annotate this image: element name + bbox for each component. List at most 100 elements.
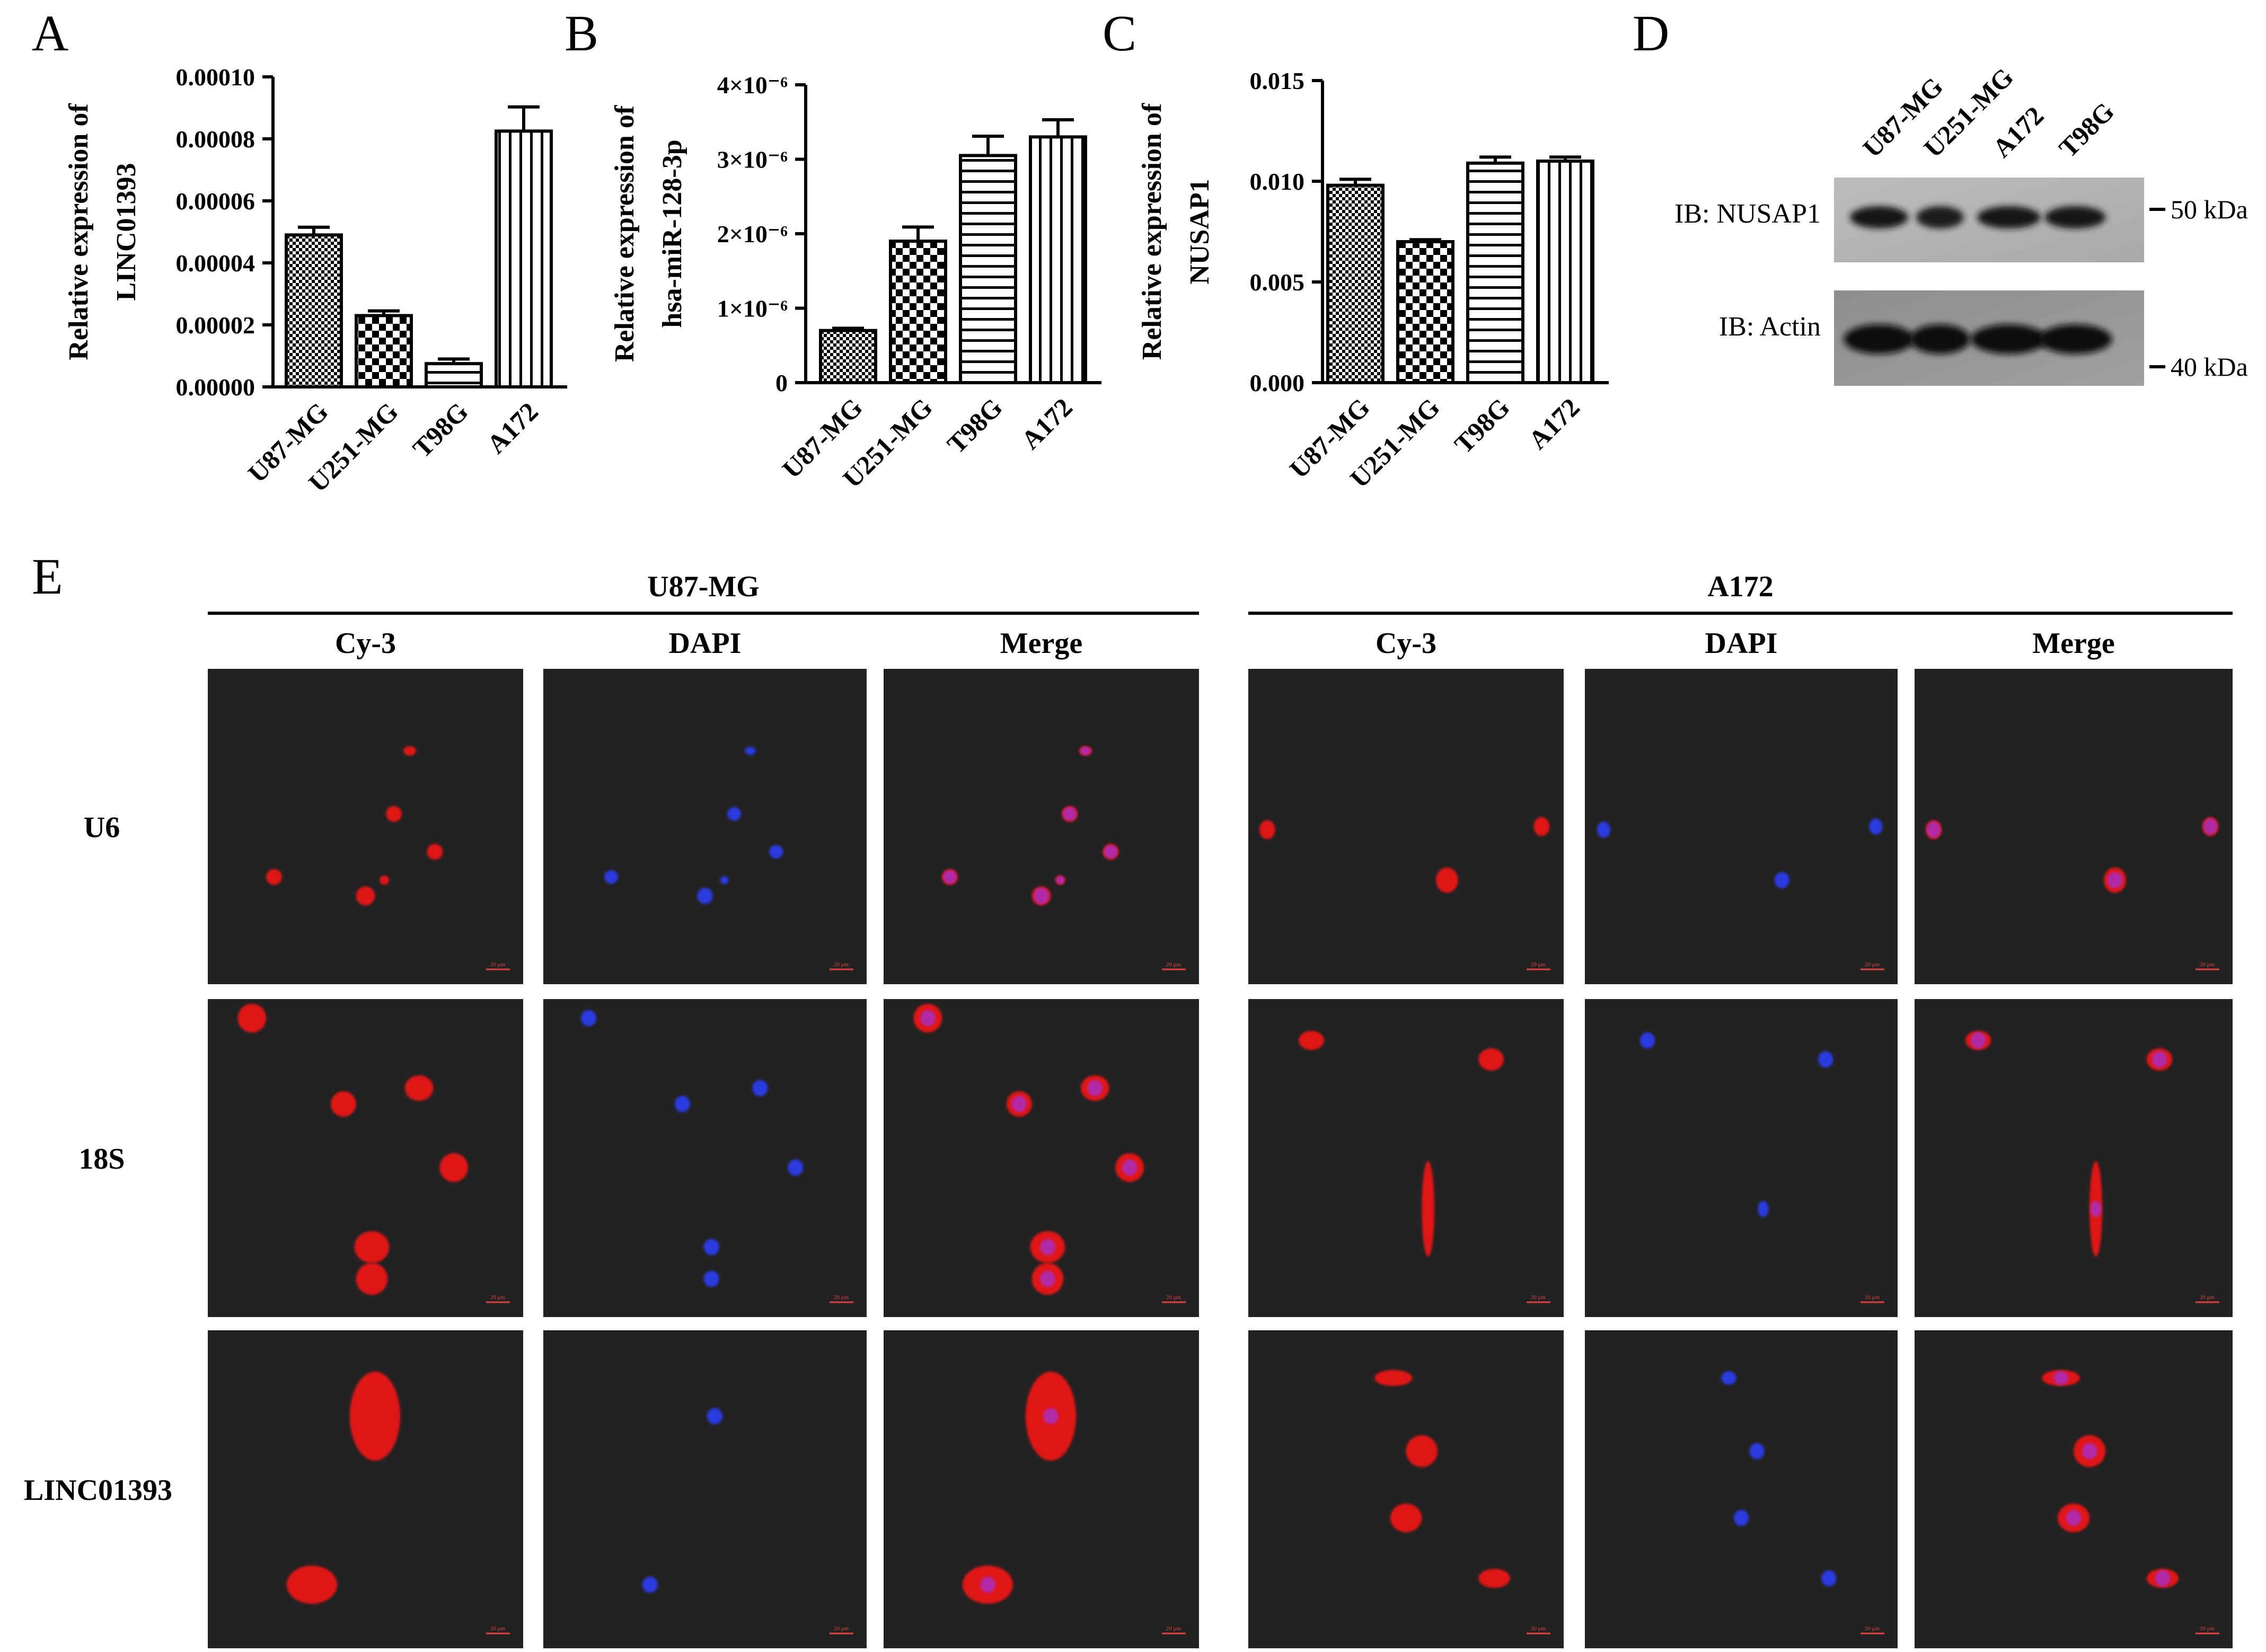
cell-cy3 [427,844,443,860]
scale-bar-label: 20 μm [2200,1626,2215,1632]
cell-cy3 [1390,1504,1422,1532]
micrograph [1585,669,1898,984]
group-header: A172 [1707,570,1773,603]
cell-nucleus [1774,872,1789,888]
row-label: U6 [84,811,120,844]
x-tick-label: A172 [1016,392,1078,455]
cell-cy3 [403,746,416,756]
cell-nucleus [2053,1371,2069,1385]
cell-cy3 [1422,1161,1435,1257]
cell-nucleus [2152,1051,2167,1068]
cell-nucleus [1733,1509,1749,1526]
bar-chart-c: 0.000 0.005 0.010 0.015 Relative expression … [1137,67,1609,493]
cell-nucleus [788,1159,804,1176]
cell-nucleus [1034,888,1049,904]
cell-cy3 [1406,1435,1438,1467]
y-tick-label: 0.00002 [176,312,255,339]
y-tick-label: 0.010 [1250,168,1305,195]
row-label: 18S [78,1143,125,1176]
bar [889,240,947,384]
bar [959,154,1017,384]
bar [285,233,343,388]
scale-bar-label: 20 μm [834,1626,849,1632]
cell-nucleus [2090,1200,2102,1217]
cell-nucleus [1104,845,1118,859]
micrograph [1585,1330,1898,1648]
cell-cy3 [331,1091,356,1117]
channel-header: Merge [2032,627,2114,660]
y-axis-label: hsa-miR-128-3p [657,139,687,328]
scale-bar-label: 20 μm [490,1294,506,1301]
micrograph [1248,669,1564,984]
blot-row-label: IB: Actin [1719,312,1821,342]
scale-bar-label: 20 μm [834,961,849,968]
cell-nucleus [1040,1239,1055,1256]
cell-cy3 [380,875,390,885]
scale-bar-label: 20 μm [490,1626,506,1632]
cell-nucleus [580,1010,596,1027]
cell-cy3 [266,869,282,885]
y-tick-label: 2×10⁻⁶ [717,220,788,248]
cell-nucleus [1063,807,1077,821]
fish-panel: U87-MG Cy-3 DAPI Merge A172 Cy-3 DAPI Merge U6 18… [24,570,2233,1648]
x-tick-label: A172 [1523,392,1585,455]
cell-nucleus [1043,1408,1059,1425]
cell-nucleus [727,807,741,821]
cell-nucleus [752,1080,768,1097]
panel-label-e: E [32,548,63,605]
blot-lane-label: A172 [1987,101,2049,163]
cell-cy3 [356,1263,388,1295]
micrograph [1915,669,2233,984]
scale-bar-label: 20 μm [1865,961,1880,968]
group-header: U87-MG [647,570,760,603]
cell-nucleus [980,1576,995,1593]
cell-cy3 [404,1075,434,1101]
micrograph [1248,999,1564,1317]
cell-nucleus [2155,1570,2171,1587]
y-axis-label: NUSAP1 [1185,179,1215,284]
scale-bar-label: 20 μm [2200,961,2215,968]
scale-bar-label: 20 μm [1166,1294,1182,1301]
bar [1029,135,1087,384]
y-axis-label: Relative expression of [610,105,640,362]
micrograph [543,1330,867,1648]
cell-nucleus [674,1096,690,1112]
cell-cy3 [356,886,375,906]
x-tick-label: T98G [407,396,474,463]
cell-cy3 [286,1566,337,1604]
x-tick-label: T98G [1449,392,1515,459]
channel-header: DAPI [1705,627,1778,660]
y-axis-label: LINC01393 [111,163,142,301]
cell-cy3 [1436,867,1458,893]
scale-bar-label: 20 μm [1865,1294,1880,1301]
panel-label-b: B [565,5,598,61]
cell-nucleus [1869,818,1883,835]
cell-nucleus [1927,821,1941,838]
blot-band [2038,324,2112,354]
bar [1326,183,1385,384]
cell-nucleus [1087,1080,1103,1097]
y-tick-label: 0.00000 [176,374,255,401]
cell-nucleus [1970,1032,1986,1049]
scale-bar-label: 20 μm [490,961,506,968]
x-tick-label: T98G [941,392,1008,459]
x-tick-label: A172 [481,396,544,459]
cell-nucleus [1011,1096,1027,1112]
y-axis-label: Relative expression of [1137,103,1167,360]
cell-nucleus [707,1408,722,1425]
scale-bar-label: 20 μm [2200,1294,2215,1301]
blot-band [2044,206,2106,228]
cell-nucleus [745,747,756,755]
bar [1466,161,1524,384]
scale-bar-label: 20 μm [834,1294,849,1301]
bar [1536,160,1594,384]
cell-nucleus [604,870,619,884]
cell-cy3 [1374,1370,1413,1386]
bar [495,129,553,388]
blot-band [1844,324,1915,354]
cell-nucleus [2066,1509,2082,1526]
cell-nucleus [1056,876,1064,885]
cell-nucleus [1639,1032,1655,1049]
blot-band [1910,324,1970,354]
